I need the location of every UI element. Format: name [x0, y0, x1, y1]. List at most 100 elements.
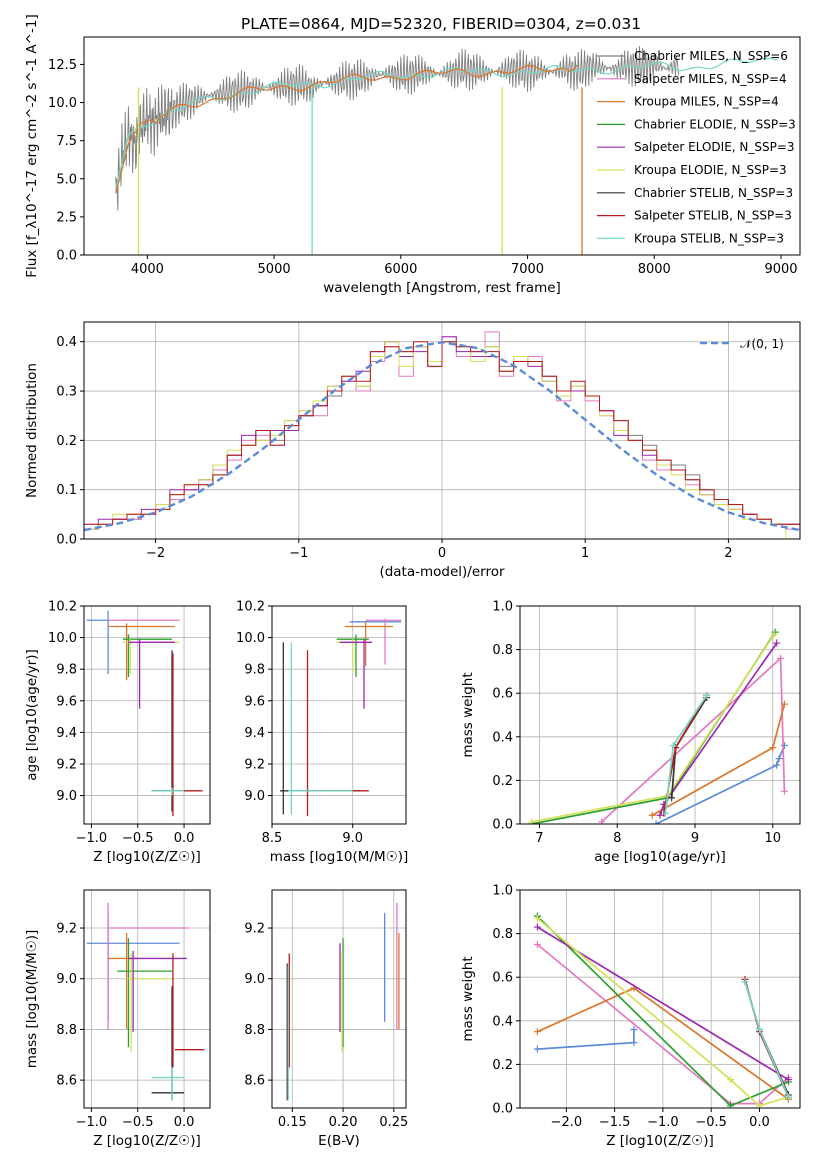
x-tick-label: 9	[691, 831, 699, 846]
weight-point-marker	[780, 742, 788, 750]
x-tick-label: 10	[765, 831, 782, 846]
y-tick-label: 0.4	[56, 335, 77, 350]
y-tick-label: 7.5	[56, 134, 77, 149]
weight-point-marker	[777, 654, 785, 662]
weight-point-marker	[726, 1076, 734, 1084]
panel-spectrum: 4000 5000 6000 7000 8000 9000 0.0 2.5 5.0 7.5 10.0…	[24, 14, 801, 296]
x-tick-label: −0.5	[122, 1115, 154, 1130]
y-tick-label: 0.4	[492, 1014, 513, 1029]
weight-point-marker	[780, 787, 788, 795]
y-tick-label: 0.6	[492, 971, 513, 986]
plot-frame	[83, 605, 211, 825]
x-axis-label: mass [log10(M/M☉)]	[270, 849, 409, 865]
weight-point-marker	[741, 978, 749, 986]
y-tick-label: 8.6	[56, 1074, 77, 1089]
y-tick-label: 10.0	[48, 631, 77, 646]
panel-mass-vs-Z: −1.0 −0.5 0.0 8.6 8.8 9.0 9.2 Z [log10(Z/Z☉)] ma…	[24, 889, 211, 1149]
x-axis-label: E(B-V)	[318, 1133, 360, 1149]
weight-point-marker	[773, 639, 781, 647]
x-tick-label: 8.5	[262, 831, 283, 846]
x-tick-label: 0.0	[749, 1115, 770, 1130]
y-tick-label: 9.6	[244, 694, 265, 709]
x-tick-label: 8000	[638, 262, 671, 277]
x-axis-label: Z [log10(Z/Z☉)]	[93, 1133, 201, 1149]
weight-point-marker	[598, 818, 606, 824]
histogram-legend: 𝒩(0, 1)	[700, 337, 784, 351]
data-layer	[533, 912, 792, 1108]
spectrum-series-line	[115, 57, 778, 189]
weight-point-marker	[755, 1102, 763, 1108]
x-tick-label: 9.0	[342, 831, 363, 846]
y-axis-label: age [log10(age/yr)]	[24, 649, 40, 781]
y-tick-label: 9.2	[244, 757, 265, 772]
x-tick-label: 0	[438, 546, 446, 561]
y-tick-label: 0.0	[492, 818, 513, 833]
x-tick-label: 7	[535, 831, 543, 846]
x-axis-label: Z [log10(Z/Z☉)]	[93, 849, 201, 865]
data-layer	[115, 46, 778, 255]
data-layer	[280, 618, 402, 817]
data-layer	[286, 902, 400, 1101]
y-tick-label: 0.8	[492, 927, 513, 942]
plot-frame	[83, 36, 801, 256]
y-tick-label: 0.3	[56, 385, 77, 400]
x-tick-label: 9000	[764, 262, 797, 277]
legend-entry: Chabrier STELIB, N_SSP=3	[634, 186, 793, 200]
x-tick-label: 8	[613, 831, 621, 846]
y-tick-label: 0.1	[56, 483, 77, 498]
weight-point-marker	[755, 1026, 763, 1034]
y-tick-label: 0.2	[56, 434, 77, 449]
y-axis-label: Flux [f_λ10^-17 erg cm^-2 s^-1 A^-1]	[24, 14, 40, 277]
plot-frame	[83, 889, 211, 1109]
y-tick-label: 5.0	[56, 172, 77, 187]
weight-point-marker	[669, 742, 677, 750]
x-tick-label: 0.25	[379, 1115, 408, 1130]
x-tick-label: 0.20	[329, 1115, 358, 1130]
y-tick-label: 2.5	[56, 210, 77, 225]
x-tick-label: −2.0	[551, 1115, 583, 1130]
weight-point-marker	[630, 1026, 638, 1034]
y-tick-label: 10.0	[48, 96, 77, 111]
spectrum-series-line	[115, 64, 578, 194]
y-tick-label: 9.0	[56, 972, 77, 987]
weight-point-marker	[668, 794, 676, 802]
y-tick-label: 0.0	[56, 249, 77, 264]
x-tick-label: 0.0	[174, 831, 195, 846]
weight-point-marker	[533, 941, 541, 948]
legend-entry: Chabrier ELODIE, N_SSP=3	[634, 117, 796, 131]
x-tick-label: 0.15	[278, 1115, 307, 1130]
x-axis-label: wavelength [Angstrom, rest frame]	[323, 280, 561, 296]
plot-frame	[271, 889, 407, 1109]
y-tick-label: 9.8	[244, 663, 265, 678]
histogram-step	[84, 341, 800, 525]
x-tick-label: −1	[289, 546, 308, 561]
plot-frame	[519, 605, 801, 825]
x-tick-label: −0.5	[122, 831, 154, 846]
plot-frame	[83, 321, 801, 540]
panel-age-vs-mass: 8.5 9.0 9.0 9.2 9.4 9.6 9.8 10.0 10.2 mass [log10…	[236, 600, 408, 866]
y-tick-label: 10.2	[236, 600, 265, 615]
y-tick-label: 9.8	[56, 663, 77, 678]
weight-point-marker	[726, 1102, 734, 1108]
x-tick-label: −2	[146, 546, 165, 561]
y-tick-label: 0.0	[56, 533, 77, 548]
y-tick-label: 0.6	[492, 687, 513, 702]
data-layer	[84, 331, 800, 539]
x-tick-label: 4000	[131, 262, 164, 277]
legend-entry: Chabrier MILES, N_SSP=6	[634, 49, 788, 63]
panel-age-vs-Z: −1.0 −0.5 0.0 9.0 9.2 9.4 9.6 9.8 10.0 10.2 Z [log…	[24, 600, 211, 865]
x-tick-label: 6000	[384, 262, 417, 277]
x-tick-label: 1	[581, 546, 589, 561]
y-tick-label: 9.4	[244, 726, 265, 741]
y-tick-label: 9.0	[244, 789, 265, 804]
y-tick-label: 10.2	[48, 600, 77, 615]
x-tick-label: 2	[724, 546, 732, 561]
y-axis-label: mass [log10(M/M☉)]	[24, 930, 40, 1069]
data-layer	[86, 902, 205, 1101]
x-axis-label: age [log10(age/yr)]	[594, 849, 726, 865]
x-tick-label: −1.5	[599, 1115, 631, 1130]
weight-point-marker	[770, 630, 778, 638]
weight-point-marker	[533, 923, 541, 931]
y-tick-label: 0.2	[492, 1058, 513, 1073]
data-layer	[528, 628, 788, 824]
